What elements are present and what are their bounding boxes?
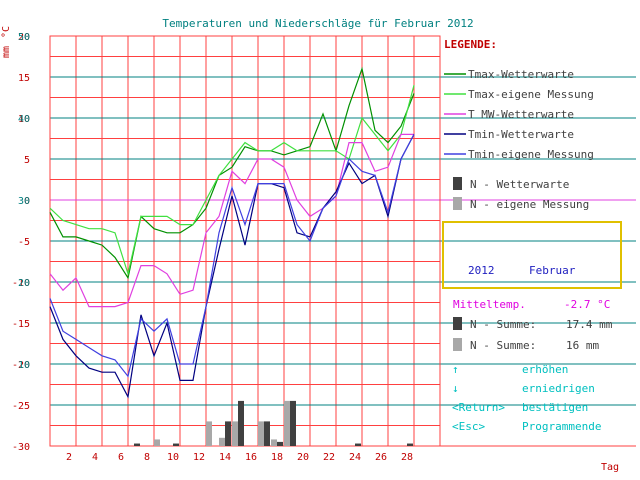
legend-bar-entry: N - Wetterwarte <box>470 178 569 191</box>
help-desc: Programmende <box>522 420 601 433</box>
mean-temp-label: Mitteltemp. <box>453 298 526 311</box>
temperature-lines <box>49 66 415 399</box>
celsius-unit-label: °C <box>1 26 12 38</box>
series-line <box>49 134 415 399</box>
help-desc: bestätigen <box>522 401 588 414</box>
n1-value: 17.4 mm <box>566 318 613 331</box>
precip-bar <box>225 421 231 446</box>
legend-entry: Tmax-Wetterwarte <box>468 68 574 81</box>
period-month: Februar <box>529 264 576 277</box>
x-tick-label: 26 <box>375 452 387 463</box>
period-year: 2012 <box>468 264 495 277</box>
help-desc: erniedrigen <box>522 382 595 395</box>
y-tick-label: -15 <box>12 319 30 330</box>
precip-bar <box>219 437 225 446</box>
period-box <box>442 221 622 289</box>
x-tick-label: 18 <box>271 452 283 463</box>
legend-entry: Tmax-eigene Messung <box>468 88 594 101</box>
n1-label: N - Summe: <box>470 318 536 331</box>
precip-bar <box>238 400 244 446</box>
precip-bar <box>355 443 361 446</box>
legend-bar-swatch <box>453 197 462 210</box>
x-tick-label: 12 <box>193 452 205 463</box>
n2-value: 16 mm <box>566 339 599 352</box>
mm-tick-label: 10 <box>18 360 30 371</box>
keyboard-help: ↑ erhöhen ↓ erniedrigen <Return> bestätigen <E… <box>452 363 601 433</box>
help-key: <Return> <box>452 401 505 414</box>
help-key: ↓ <box>452 382 459 395</box>
mm-tick-label: 50 <box>18 32 30 43</box>
x-tick-label: 28 <box>401 452 413 463</box>
mm-unit-label: mm <box>1 46 12 58</box>
legend-entry: Tmin-eigene Messung <box>468 148 594 161</box>
n1-swatch <box>453 317 462 330</box>
y-tick-label: -30 <box>12 442 30 453</box>
series-line <box>49 85 415 277</box>
x-tick-label: 8 <box>144 452 150 463</box>
series-line <box>49 66 415 280</box>
precip-bar <box>232 421 238 446</box>
y-tick-label: 20 <box>18 32 30 43</box>
series-line <box>49 133 414 308</box>
precip-bar <box>258 421 264 446</box>
help-key: ↑ <box>452 363 459 376</box>
mm-tick-label: 40 <box>18 114 30 125</box>
x-tick-label: 24 <box>349 452 361 463</box>
precip-bar <box>407 443 413 446</box>
help-desc: erhöhen <box>522 363 568 376</box>
x-tick-label: 20 <box>297 452 309 463</box>
precip-bar <box>206 421 212 446</box>
legend-bar-entry: N - eigene Messung <box>470 198 589 211</box>
x-tick-label: 10 <box>167 452 179 463</box>
legend-entry: Tmin-Wetterwarte <box>468 128 574 141</box>
chart-grid <box>49 35 636 447</box>
precip-bar <box>134 443 140 446</box>
x-tick-label: 14 <box>219 452 231 463</box>
precip-bars <box>134 400 413 446</box>
series-line <box>49 134 415 378</box>
legend-entry: T MW-Wetterwarte <box>468 108 574 121</box>
mean-temp-value: -2.7 °C <box>564 298 610 311</box>
x-tick-label: 6 <box>118 452 124 463</box>
n2-label: N - Summe: <box>470 339 536 352</box>
y-tick-label: -20 <box>12 360 30 371</box>
x-axis-label: Tag <box>601 462 619 473</box>
y-tick-label: 0 <box>24 196 30 207</box>
precip-bar <box>277 441 283 446</box>
y-tick-label: 10 <box>18 114 30 125</box>
chart-title: Temperaturen und Niederschläge für Febru… <box>162 17 473 30</box>
n2-swatch <box>453 338 462 351</box>
precip-bar <box>173 443 179 446</box>
legend-title: LEGENDE: <box>444 38 497 51</box>
legend-bar-swatch <box>453 177 462 190</box>
y-tick-label: 5 <box>24 155 30 166</box>
precip-bar <box>290 400 296 446</box>
x-tick-label: 4 <box>92 452 98 463</box>
y-tick-label: 15 <box>18 73 30 84</box>
mm-tick-label: 20 <box>18 278 30 289</box>
mm-tick-label: 30 <box>18 196 30 207</box>
x-tick-label: 16 <box>245 452 257 463</box>
y-tick-label: -25 <box>12 401 30 412</box>
y-tick-label: -10 <box>12 278 30 289</box>
precip-bar <box>284 400 290 446</box>
x-tick-label: 2 <box>66 452 72 463</box>
legend-panel: LEGENDE: Tmax-Wetterwarte Tmax-eigene Mes… <box>444 38 594 211</box>
x-tick-label: 22 <box>323 452 335 463</box>
help-key: <Esc> <box>452 420 485 433</box>
precip-bar <box>154 439 160 446</box>
precip-bar <box>271 439 277 446</box>
plot-frame <box>49 35 441 447</box>
precip-bar <box>264 421 270 446</box>
y-tick-label: -5 <box>18 237 30 248</box>
